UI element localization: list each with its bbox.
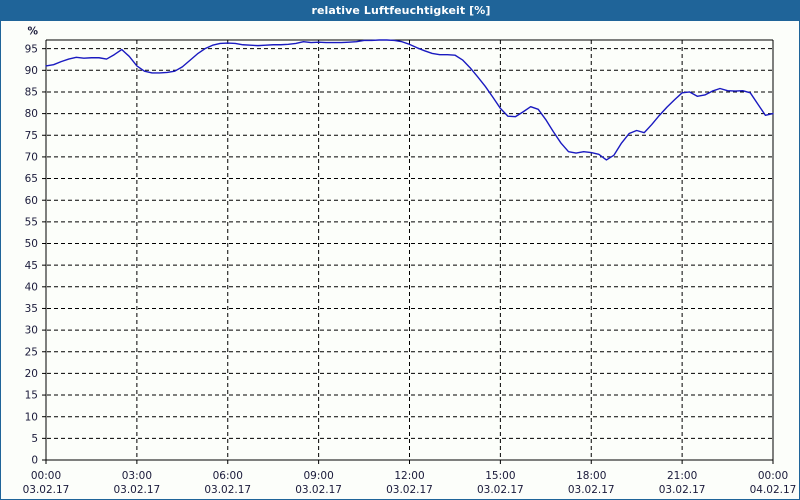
- x-tick-label-date: 03.02.17: [204, 484, 251, 496]
- plot-frame: [45, 39, 774, 461]
- y-tick-label: 35: [25, 303, 38, 315]
- x-tick-label-date: 03.02.17: [295, 484, 342, 496]
- x-tick-label-time: 00:00: [31, 470, 61, 482]
- y-axis-unit-label: %: [27, 26, 38, 38]
- y-tick-label: 85: [25, 87, 38, 99]
- y-axis-ticks: 0 5 10 15 20 25 30 35 40 45 50 55 60 65 70 75 80 85 90 95%: [25, 26, 46, 467]
- x-tick-label-time: 00:00: [758, 470, 788, 482]
- x-tick-label-date: 03.02.17: [568, 484, 615, 496]
- y-tick-label: 90: [25, 65, 38, 77]
- x-tick-label-date: 03.02.17: [477, 484, 524, 496]
- y-tick-label: 30: [25, 325, 38, 337]
- series-group: [45, 39, 774, 161]
- x-tick-label-date: 03.02.17: [113, 484, 160, 496]
- x-tick-label-time: 18:00: [576, 470, 606, 482]
- humidity-line-chart: 05101520253035404550556065707580859095% …: [23, 26, 797, 496]
- vertical-gridlines: [136, 40, 683, 459]
- y-tick-label: 70: [25, 152, 38, 164]
- y-tick-label: 60: [25, 195, 38, 207]
- chart-canvas: 0 5 10 15 20 25 30 35 40 45 50 55 60 65 70 75 80 85 90 95% …: [1, 21, 799, 499]
- x-tick-label-date: 03.02.17: [659, 484, 706, 496]
- y-tick-label: 80: [25, 108, 38, 120]
- y-tick-label: 75: [25, 130, 38, 142]
- window-title: relative Luftfeuchtigkeit [%]: [1, 1, 800, 21]
- y-tick-label: 95: [25, 43, 38, 55]
- y-tick-label: 20: [25, 368, 38, 380]
- y-tick-label: 40: [25, 281, 38, 293]
- y-tick-label: 65: [25, 173, 38, 185]
- x-tick-label-time: 03:00: [122, 470, 152, 482]
- x-tick-label-time: 12:00: [394, 470, 424, 482]
- y-tick-label: 5: [31, 433, 38, 445]
- x-tick-label-date: 03.02.17: [23, 484, 70, 496]
- x-tick-label-date: 03.02.17: [386, 484, 433, 496]
- x-axis-ticks: 00:00 03.02.17 03:00 03.02.17 06:00 03.02.17 0…: [23, 460, 797, 496]
- x-tick-label-time: 06:00: [213, 470, 243, 482]
- data-series-line-0: [45, 39, 774, 161]
- horizontal-gridlines: [47, 48, 773, 439]
- y-tick-label: 0: [31, 455, 38, 467]
- x-tick-label-time: 21:00: [667, 470, 697, 482]
- y-tick-label: 55: [25, 216, 38, 228]
- y-tick-label: 15: [25, 390, 38, 402]
- x-tick-label-date: 04.02.17: [750, 484, 797, 496]
- x-tick-label-time: 15:00: [485, 470, 515, 482]
- y-tick-label: 25: [25, 346, 38, 358]
- y-tick-label: 45: [25, 260, 38, 272]
- x-tick-label-time: 09:00: [303, 470, 333, 482]
- y-tick-label: 10: [25, 411, 38, 423]
- y-tick-label: 50: [25, 238, 38, 250]
